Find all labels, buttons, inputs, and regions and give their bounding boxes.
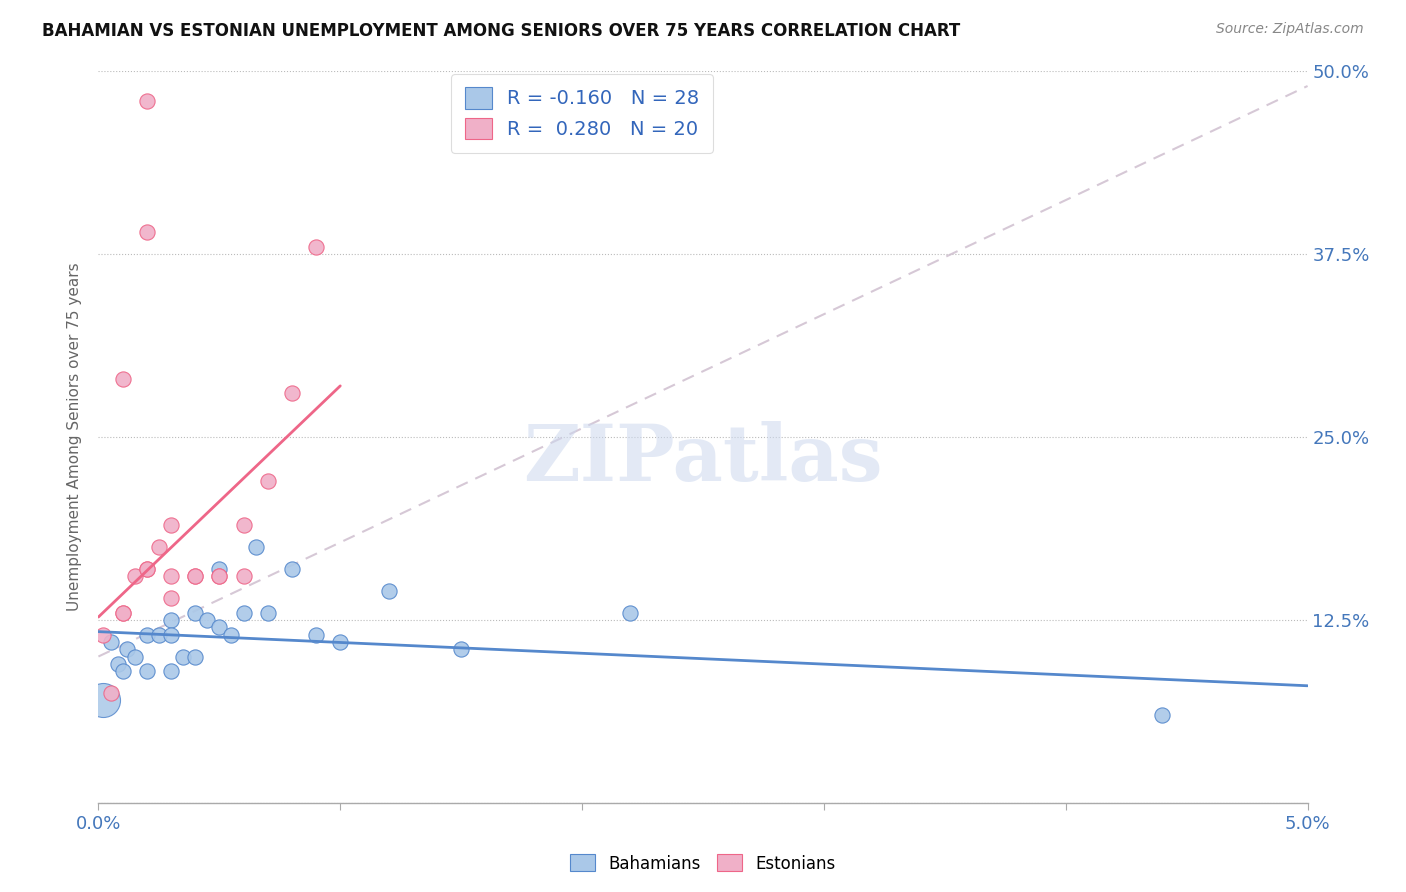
Point [245, 540, 267, 554]
Point [111, 606, 134, 620]
Point [232, 606, 254, 620]
Point [111, 664, 134, 678]
Point [184, 569, 207, 583]
Point [232, 569, 254, 583]
Point [148, 540, 170, 554]
Point [124, 569, 146, 583]
Point [184, 606, 207, 620]
Point [135, 94, 157, 108]
Point [135, 627, 157, 641]
Point [148, 627, 170, 641]
Point [160, 613, 183, 627]
Point [111, 606, 134, 620]
Point [160, 569, 183, 583]
Point [184, 569, 207, 583]
Point [160, 517, 183, 532]
Point [281, 562, 304, 576]
Text: ZIPatlas: ZIPatlas [523, 421, 883, 497]
Point [100, 635, 122, 649]
Point [305, 627, 328, 641]
Legend: Bahamians, Estonians: Bahamians, Estonians [564, 847, 842, 880]
Point [208, 562, 231, 576]
Legend: R = -0.160   N = 28, R =  0.280   N = 20: R = -0.160 N = 28, R = 0.280 N = 20 [451, 74, 713, 153]
Point [111, 371, 134, 385]
Point [91, 627, 114, 641]
Point [107, 657, 129, 671]
Point [124, 649, 146, 664]
Point [329, 635, 352, 649]
Point [305, 240, 328, 254]
Point [208, 569, 231, 583]
Point [221, 627, 243, 641]
Point [256, 474, 278, 488]
Y-axis label: Unemployment Among Seniors over 75 years: Unemployment Among Seniors over 75 years [67, 263, 83, 611]
Point [117, 642, 139, 657]
Point [135, 664, 157, 678]
Point [160, 664, 183, 678]
Point [195, 613, 218, 627]
Text: BAHAMIAN VS ESTONIAN UNEMPLOYMENT AMONG SENIORS OVER 75 YEARS CORRELATION CHART: BAHAMIAN VS ESTONIAN UNEMPLOYMENT AMONG … [42, 22, 960, 40]
Point [256, 606, 278, 620]
Text: Source: ZipAtlas.com: Source: ZipAtlas.com [1216, 22, 1364, 37]
Point [100, 686, 122, 700]
Point [160, 627, 183, 641]
Point [450, 642, 472, 657]
Point [172, 649, 194, 664]
Point [208, 569, 231, 583]
Point [184, 649, 207, 664]
Point [232, 517, 254, 532]
Point [619, 606, 641, 620]
Point [281, 386, 304, 401]
Point [377, 583, 399, 598]
Point [91, 693, 114, 707]
Point [135, 562, 157, 576]
Point [135, 562, 157, 576]
Point [208, 620, 231, 634]
Point [160, 591, 183, 605]
Point [1152, 708, 1174, 723]
Point [135, 225, 157, 239]
